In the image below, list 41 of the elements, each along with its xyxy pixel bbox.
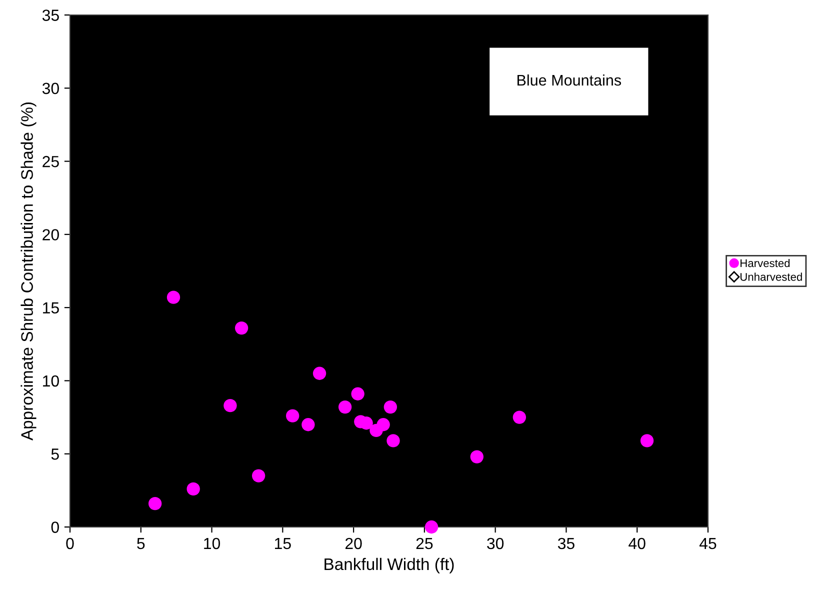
x-tick-label: 10	[204, 538, 220, 550]
y-axis-title: Approximate Shrub Contribution to Shade (%)	[20, 102, 36, 440]
point	[512, 410, 526, 424]
point	[148, 497, 162, 510]
x-axis-title: Bankfull Width (ft)	[324, 558, 454, 574]
y-tick-label: 20	[42, 229, 59, 240]
point	[351, 387, 364, 400]
point	[234, 321, 248, 335]
point	[470, 450, 484, 464]
legend-label: Unharvested	[740, 272, 802, 281]
y-tick-label: 0	[51, 522, 59, 533]
point	[424, 520, 438, 534]
point	[312, 366, 326, 380]
point	[166, 290, 180, 304]
x-tick-label: 20	[345, 538, 362, 550]
y-tick-label: 25	[42, 156, 59, 168]
x-tick-label: 5	[137, 538, 145, 550]
point	[640, 434, 654, 448]
x-tick-label: 40	[628, 538, 646, 550]
x-tick-label: 30	[487, 538, 504, 550]
y-tick-label: 5	[51, 448, 59, 460]
legend-label: Harvested	[740, 258, 790, 268]
x-tick-label: 35	[558, 538, 574, 550]
x-tick-label: 45	[699, 538, 716, 550]
point	[376, 418, 390, 432]
point	[338, 400, 352, 414]
point	[224, 398, 237, 412]
y-tick-label: 10	[43, 375, 59, 387]
x-tick-label: 0	[66, 538, 74, 550]
point	[252, 469, 266, 482]
point	[384, 400, 398, 414]
point	[386, 434, 400, 448]
y-tick-label: 15	[43, 302, 59, 314]
x-tick-label: 15	[275, 538, 291, 550]
annotation: Blue Mountains	[518, 74, 622, 86]
y-tick-label: 30	[42, 82, 59, 94]
y-tick-label: 35	[42, 10, 59, 21]
point	[186, 482, 200, 496]
x-tick-label: 25	[416, 538, 433, 550]
point	[302, 418, 315, 432]
point	[286, 409, 300, 422]
